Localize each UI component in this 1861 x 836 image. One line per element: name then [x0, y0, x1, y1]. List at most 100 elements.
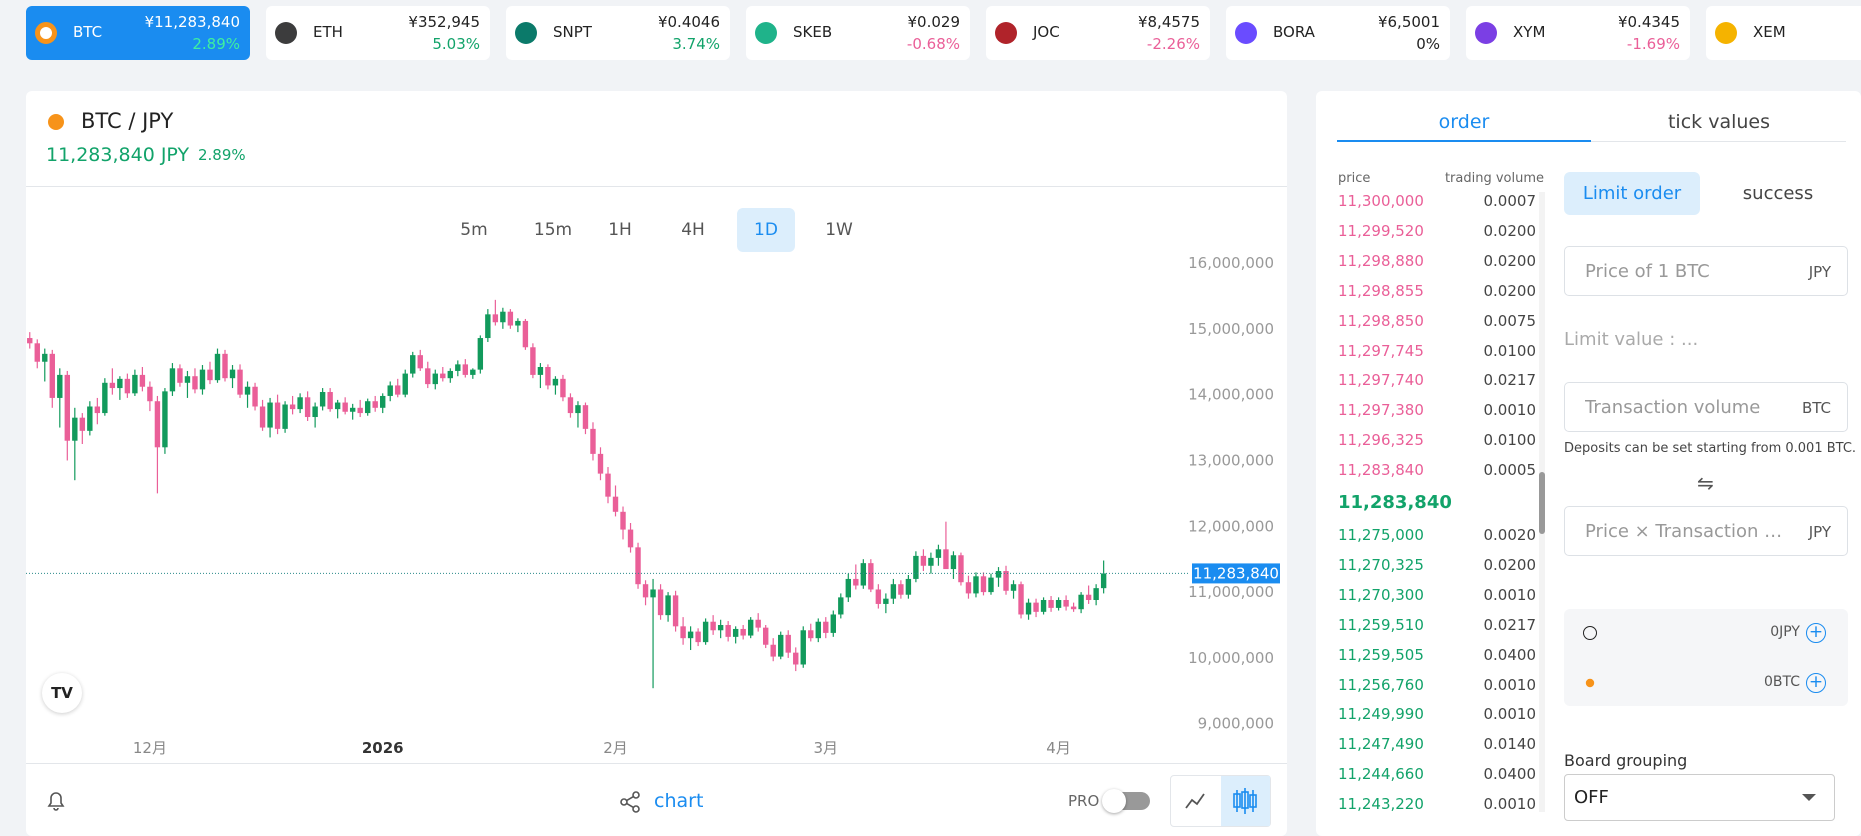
ticker-change: 3.74% [672, 35, 720, 53]
ob-price[interactable]: 11,283,840 [1338, 461, 1424, 480]
ob-price[interactable]: 11,256,760 [1338, 675, 1424, 694]
grouping-label: Board grouping [1564, 751, 1688, 770]
tradingview-logo: TV [42, 673, 82, 713]
candle-body [282, 404, 288, 429]
share-label[interactable]: chart [654, 790, 704, 812]
input-field[interactable]: Price of 1 BTC JPY [1564, 246, 1848, 296]
ticker-card[interactable]: JOC ¥8,4575 -2.26% [986, 6, 1210, 60]
candle-body [778, 634, 784, 657]
timeframe-button[interactable]: 4H [681, 220, 705, 240]
ticker-card[interactable]: BORA ¥6,5001 0% [1226, 6, 1450, 60]
ob-price[interactable]: 11,249,990 [1338, 705, 1424, 724]
pro-toggle[interactable] [1102, 789, 1150, 813]
candle-body [244, 386, 251, 395]
candle-body [823, 621, 829, 633]
input-field[interactable]: Price × Transaction Qu··· JPY [1564, 506, 1848, 556]
ob-volume: 0.0400 [1483, 765, 1537, 784]
form-tab[interactable]: success [1742, 183, 1814, 204]
ticker-name: SKEB [793, 23, 833, 41]
ob-price[interactable]: 11,270,325 [1338, 555, 1424, 574]
candle-body [1040, 599, 1047, 612]
ticker-card[interactable]: BTC ¥11,283,840 2.89% [26, 6, 250, 60]
input-field[interactable]: Transaction volume BTC [1564, 382, 1848, 432]
ticker-card[interactable]: SNPT ¥0.4046 3.74% [506, 6, 730, 60]
input-placeholder: Price × Transaction Qu··· [1585, 521, 1785, 542]
candle-body [980, 576, 987, 593]
candle-body [650, 589, 656, 598]
candle-body [522, 320, 529, 348]
ob-price[interactable]: 11,244,660 [1338, 765, 1424, 784]
ticker-card[interactable]: ETH ¥352,945 5.03% [266, 6, 490, 60]
ob-price[interactable]: 11,270,300 [1338, 585, 1424, 604]
ob-price[interactable]: 11,297,745 [1338, 341, 1424, 360]
ticker-name: BTC [73, 23, 103, 41]
ob-price[interactable]: 11,298,880 [1338, 251, 1424, 270]
candle-body [988, 577, 994, 593]
share-icon[interactable] [618, 790, 642, 814]
candle-body [875, 589, 882, 604]
ob-header: trading volume [1444, 171, 1544, 186]
order-tab[interactable]: order [1438, 111, 1490, 133]
y-tick-label: 9,000,000 [1198, 715, 1274, 733]
candle-body [184, 376, 191, 383]
timeframe-button[interactable]: 1D [737, 208, 795, 252]
grouping-select[interactable]: OFF [1564, 774, 1835, 821]
ob-price[interactable]: 11,300,000 [1338, 192, 1424, 210]
line-style-button[interactable] [1183, 789, 1207, 813]
candle-body [214, 353, 221, 381]
add-button[interactable]: + [1806, 673, 1826, 693]
ob-volume: 0.0010 [1483, 705, 1537, 724]
ticker-card[interactable]: XEM [1706, 6, 1861, 60]
ob-price[interactable]: 11,259,505 [1338, 645, 1424, 664]
ob-price[interactable]: 11,299,520 [1338, 221, 1424, 240]
ticker-change: -2.26% [1146, 35, 1200, 53]
input-unit: JPY [1808, 263, 1831, 281]
candle-body [102, 382, 108, 414]
timeframe-button[interactable]: 1H [608, 220, 632, 240]
candle-body [357, 407, 363, 414]
bell-icon[interactable] [44, 789, 68, 813]
timeframe-button[interactable]: 5m [460, 220, 488, 240]
candle-body [928, 557, 934, 566]
candle-body [815, 621, 821, 639]
candle-body [410, 355, 416, 374]
ob-price[interactable]: 11,243,220 [1338, 795, 1424, 814]
add-button[interactable]: + [1806, 623, 1826, 643]
candle-body [87, 406, 93, 431]
y-tick-label: 11,000,000 [1188, 583, 1274, 601]
ticker-price: ¥0.029 [907, 13, 961, 31]
candle-body [124, 378, 131, 394]
ticker-card[interactable]: XYM ¥0.4345 -1.69% [1466, 6, 1690, 60]
candle-style-button[interactable] [1221, 776, 1270, 826]
ticker-card[interactable]: SKEB ¥0.029 -0.68% [746, 6, 970, 60]
ob-volume: 0.0100 [1483, 341, 1537, 360]
ob-price[interactable]: 11,297,740 [1338, 371, 1424, 390]
timeframe-button[interactable]: 15m [533, 220, 573, 240]
candle-body [747, 619, 754, 636]
candle-body [920, 555, 927, 566]
candle-body [627, 529, 634, 548]
x-tick-label: 4月 [1046, 739, 1071, 757]
candle-body [1070, 606, 1077, 610]
form-tab-active[interactable]: Limit order [1564, 172, 1700, 215]
ticker-price: ¥0.4046 [657, 13, 720, 31]
timeframe-button[interactable]: 1W [825, 220, 853, 240]
ob-price[interactable]: 11,296,325 [1338, 431, 1424, 450]
balance-icon [1583, 626, 1597, 640]
ob-price[interactable]: 11,275,000 [1338, 526, 1424, 544]
candle-body [27, 338, 33, 344]
ob-volume: 0.0020 [1483, 526, 1537, 544]
pair-change: 2.89% [198, 146, 246, 164]
ob-price[interactable]: 11,298,850 [1338, 311, 1424, 330]
order-tab[interactable]: tick values [1667, 111, 1770, 133]
x-tick-label: 2026 [362, 739, 404, 757]
ticker-name: XYM [1513, 23, 1546, 41]
ticker-icon [1235, 22, 1257, 44]
ticker-icon [1475, 22, 1497, 44]
ob-price[interactable]: 11,247,490 [1338, 735, 1424, 754]
ob-price[interactable]: 11,298,855 [1338, 281, 1424, 300]
ob-price[interactable]: 11,259,510 [1338, 615, 1424, 634]
ob-price[interactable]: 11,297,380 [1338, 401, 1424, 420]
candle-body [169, 368, 176, 392]
candle-body [1100, 573, 1107, 589]
